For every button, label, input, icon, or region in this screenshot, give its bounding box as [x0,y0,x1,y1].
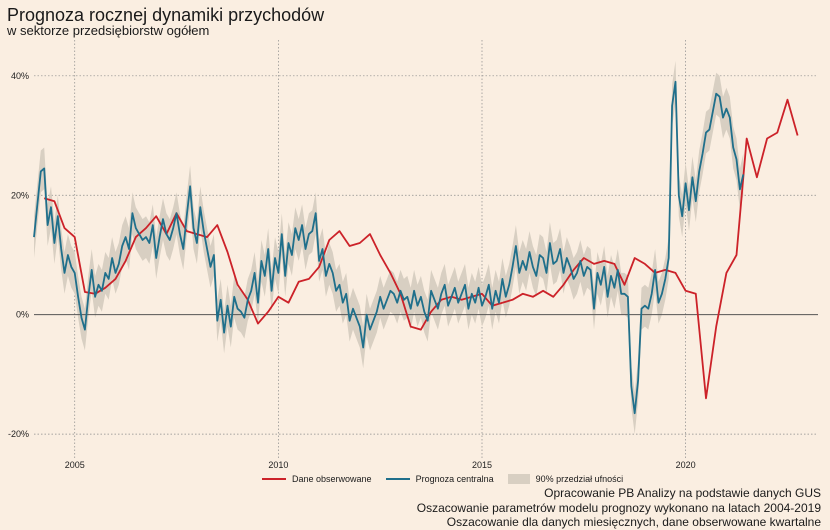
x-tick-label: 2015 [472,460,492,470]
x-tick-label: 2005 [65,460,85,470]
grid-lines [34,40,818,458]
y-tick-label: 0% [16,310,29,320]
legend: Dane obserwowane Prognoza centralna 90% … [262,474,637,484]
legend-swatch-band [507,474,530,484]
x-tick-label: 2010 [268,460,288,470]
confidence-band-layer [34,60,744,435]
chart-subtitle: w sektorze przedsiębiorstw ogółem [7,23,210,38]
confidence-band [34,60,744,435]
tick-labels: 2005 2010 2015 2020 -20% 0% 20% 40% [8,71,696,470]
legend-swatch-forecast [385,478,410,480]
y-tick-label: 20% [11,190,29,200]
series-layer [33,80,799,415]
chart-title: Prognoza rocznej dynamiki przychodów [7,5,325,25]
caption-line: Opracowanie PB Analizy na podstawie dany… [544,486,821,500]
source-captions: Opracowanie PB Analizy na podstawie dany… [417,486,821,530]
x-tick-label: 2020 [676,460,696,470]
legend-label-observed: Dane obserwowane [292,474,372,484]
y-tick-label: 40% [11,71,29,81]
caption-line: Oszacowanie dla danych miesięcznych, dan… [446,515,821,529]
caption-line: Oszacowanie parametrów modelu prognozy w… [416,500,821,515]
legend-item-observed: Dane obserwowane [262,474,372,484]
legend-swatch-observed [262,478,286,480]
series-line-observed [43,98,799,400]
legend-label-forecast: Prognoza centralna [415,474,494,484]
legend-label-band: 90% przedział ufności [535,474,624,484]
series-line-forecast [33,80,745,415]
legend-item-band: 90% przedział ufności [507,474,624,484]
y-tick-label: -20% [8,429,29,439]
legend-item-forecast: Prognoza centralna [385,474,494,484]
